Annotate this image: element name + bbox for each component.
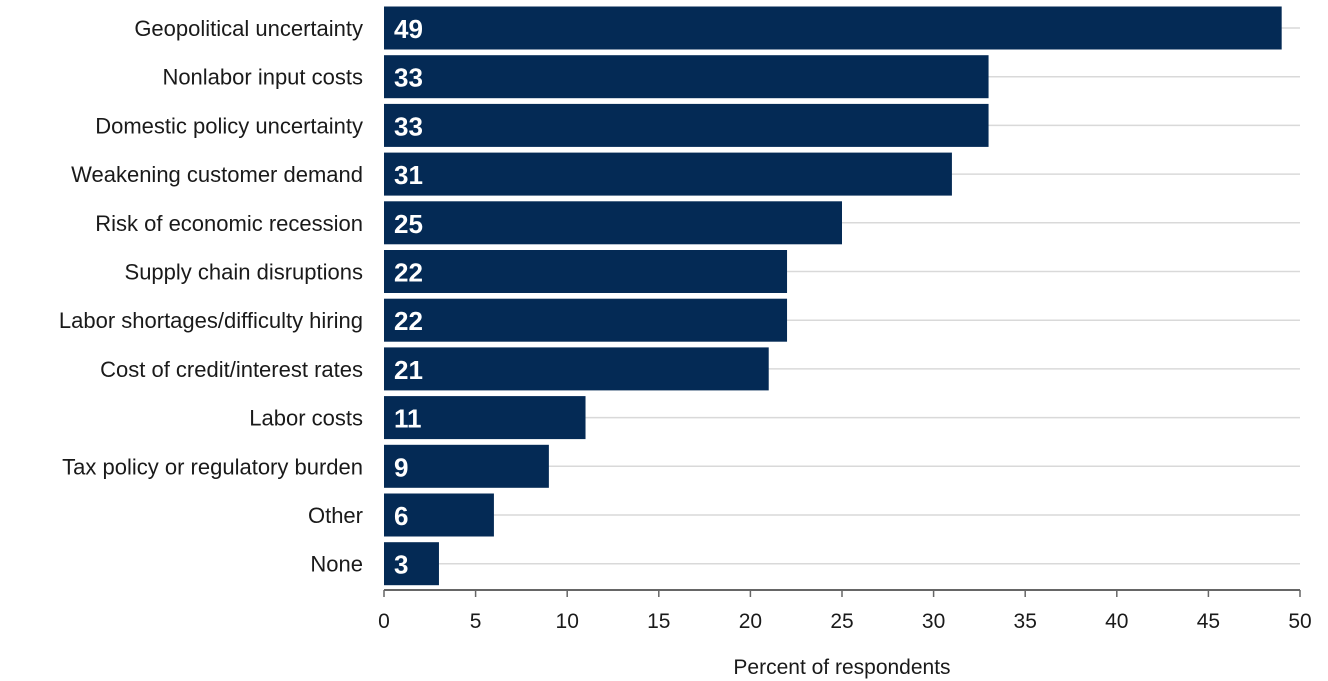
- data-label: 3: [394, 550, 408, 580]
- bar: [384, 152, 952, 196]
- bar: [384, 347, 769, 391]
- data-label: 33: [394, 63, 423, 93]
- data-label: 22: [394, 306, 423, 336]
- x-axis-title: Percent of respondents: [733, 656, 950, 679]
- category-label: Labor shortages/difficulty hiring: [59, 308, 363, 333]
- x-tick-label: 0: [378, 610, 390, 633]
- category-label: Geopolitical uncertainty: [134, 16, 363, 41]
- bar: [384, 55, 989, 99]
- bar: [384, 542, 439, 586]
- category-label: Labor costs: [249, 406, 363, 431]
- bar: [384, 298, 788, 342]
- bar: [384, 493, 494, 537]
- bar: [384, 444, 549, 488]
- category-label: Nonlabor input costs: [162, 65, 363, 90]
- value-labels: 49 33 33 31 25 22 22 21 11 9 6 3: [394, 14, 423, 580]
- category-label: Supply chain disruptions: [125, 260, 363, 285]
- data-label: 22: [394, 258, 423, 288]
- bars: [384, 6, 1282, 586]
- x-tick-label: 40: [1105, 610, 1128, 633]
- x-tick-label: 15: [647, 610, 670, 633]
- category-label: Weakening customer demand: [71, 162, 363, 187]
- x-tick-label: 35: [1014, 610, 1037, 633]
- data-label: 25: [394, 209, 423, 239]
- category-label: Cost of credit/interest rates: [100, 357, 363, 382]
- data-label: 21: [394, 355, 423, 385]
- x-tick-label: 10: [556, 610, 579, 633]
- category-label: Tax policy or regulatory burden: [62, 454, 363, 479]
- data-label: 11: [394, 404, 422, 434]
- bar: [384, 6, 1282, 50]
- category-label: Other: [308, 503, 363, 528]
- bar: [384, 201, 842, 245]
- category-labels: Geopolitical uncertainty Nonlabor input c…: [59, 16, 363, 577]
- x-tick-label: 30: [922, 610, 945, 633]
- x-tick-label: 5: [470, 610, 482, 633]
- x-axis: 0 5 10 15 20 25 30 35 40 45 50: [378, 589, 1312, 633]
- data-label: 33: [394, 111, 423, 141]
- data-label: 31: [394, 160, 423, 190]
- x-tick-label: 50: [1288, 610, 1311, 633]
- bar: [384, 396, 586, 440]
- data-label: 49: [394, 14, 423, 44]
- bar: [384, 103, 989, 147]
- category-label: Domestic policy uncertainty: [95, 113, 363, 138]
- data-label: 6: [394, 501, 408, 531]
- category-label: Risk of economic recession: [95, 211, 363, 236]
- data-label: 9: [394, 452, 408, 482]
- x-tick-label: 20: [739, 610, 762, 633]
- bar: [384, 250, 788, 293]
- x-tick-label: 25: [830, 610, 853, 633]
- category-label: None: [310, 552, 363, 577]
- x-tick-label: 45: [1197, 610, 1220, 633]
